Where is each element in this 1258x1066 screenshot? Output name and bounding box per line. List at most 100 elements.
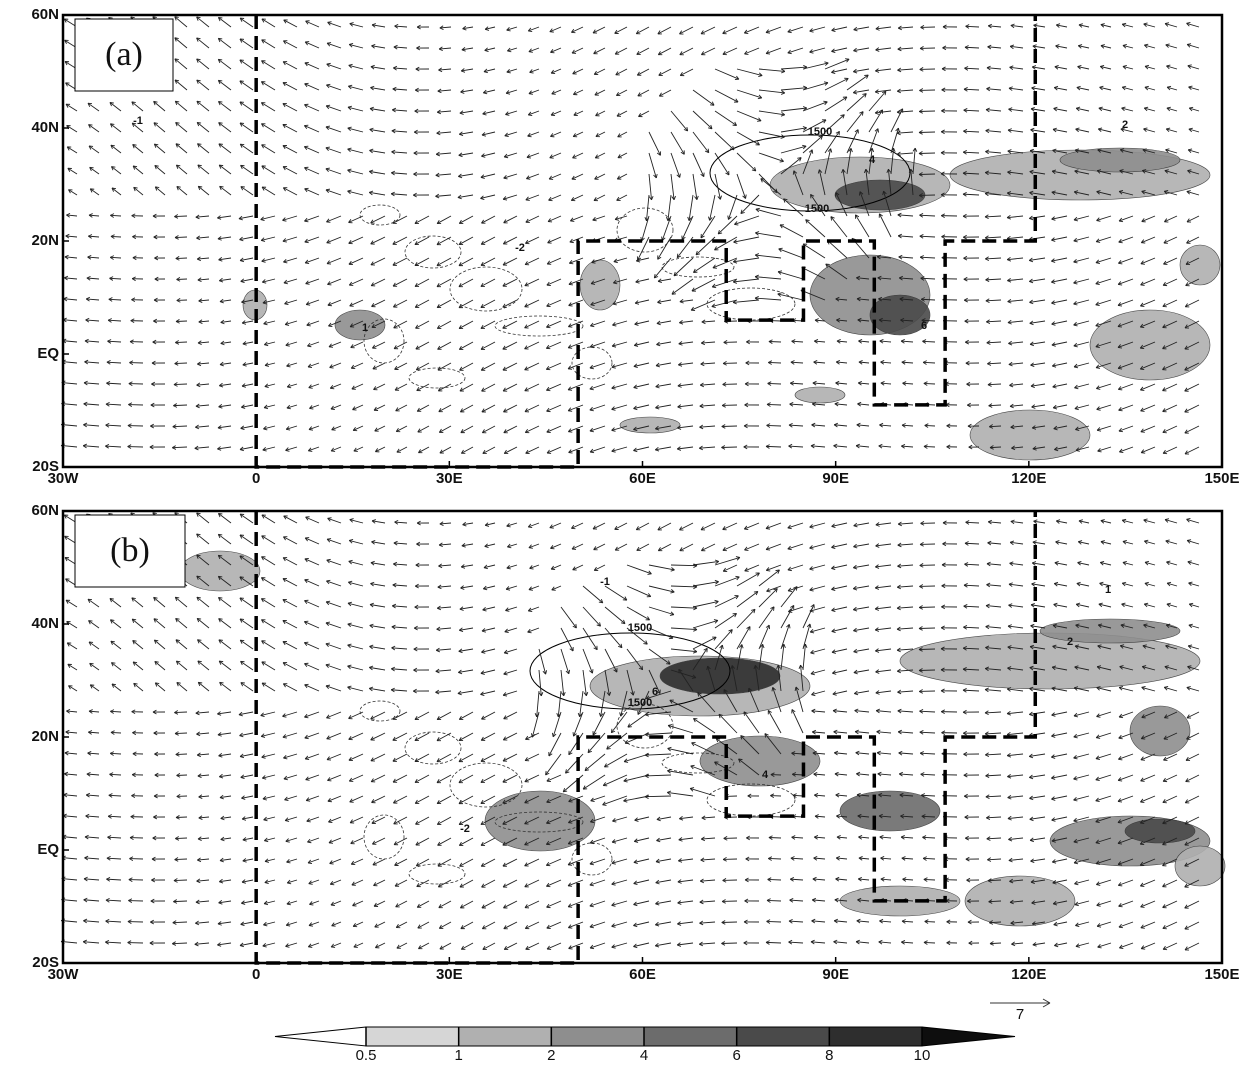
wind-vector: [767, 900, 781, 901]
x-tick-label: 90E: [822, 966, 849, 983]
colorbar-label: 1: [454, 1047, 462, 1064]
precip-shade: [620, 417, 680, 433]
precip-shade: [1060, 148, 1180, 172]
colorbar-under: [275, 1027, 366, 1046]
wind-vector: [767, 425, 781, 426]
y-tick-label: 20S: [32, 954, 59, 971]
contour-label: 6: [921, 320, 927, 332]
precip-shade: [900, 633, 1200, 689]
precip-shade: [1175, 846, 1225, 886]
precip-shade: [1040, 619, 1180, 643]
y-tick-label: 20S: [32, 458, 59, 475]
wind-vector: [768, 879, 781, 880]
y-tick-label: 20N: [31, 728, 59, 745]
contour-label: 1500: [808, 126, 832, 138]
wind-vector: [175, 363, 187, 364]
x-tick-label: 120E: [1011, 470, 1046, 487]
contour-label: 1: [1105, 584, 1111, 596]
x-tick-label: 30E: [436, 470, 463, 487]
wind-vector: [766, 942, 781, 943]
y-tick-label: 40N: [31, 615, 59, 632]
colorbar-bin: [366, 1027, 459, 1046]
plot-area: [63, 15, 1222, 467]
wind-vector: [176, 817, 187, 818]
panel-label: (a): [105, 36, 143, 73]
contour-label: -2: [515, 242, 525, 254]
wind-vector: [173, 405, 187, 406]
precip-shade: [1125, 819, 1195, 843]
colorbar-label: 4: [640, 1047, 648, 1064]
x-tick-label: 0: [252, 966, 260, 983]
wind-vector: [175, 342, 187, 343]
contour-label: 6: [652, 686, 658, 698]
x-tick-label: 150E: [1204, 966, 1239, 983]
contour-label: 4: [762, 769, 769, 781]
contour-label: -2: [460, 823, 470, 835]
wind-vector: [176, 258, 187, 259]
colorbar-bin: [644, 1027, 737, 1046]
x-tick-label: 60E: [629, 470, 656, 487]
wind-vector: [767, 921, 781, 922]
colorbar-bin: [551, 1027, 644, 1046]
wind-vector: [767, 404, 781, 405]
precip-shade: [660, 658, 780, 694]
wind-vector: [768, 362, 781, 363]
reference-vector-label: 7: [1016, 1006, 1024, 1023]
y-tick-label: 40N: [31, 119, 59, 136]
precip-shade: [1130, 706, 1190, 756]
contour-label: -1: [133, 115, 143, 127]
precip-shade: [970, 410, 1090, 460]
panel-label: (b): [110, 532, 150, 569]
wind-vector: [174, 712, 187, 713]
precip-shade: [835, 180, 925, 210]
map-panel: 15001500264-21-1(b)30W030E60E90E120E150E…: [31, 502, 1239, 983]
wind-vector: [766, 446, 781, 447]
wind-vector: [175, 237, 187, 238]
wind-vector: [768, 383, 781, 384]
wind-vector: [175, 838, 187, 839]
precip-shade: [840, 791, 940, 831]
wind-vector: [721, 447, 737, 448]
contour-label: -1: [600, 576, 610, 588]
wind-vector: [174, 384, 187, 385]
contour-label: 4: [869, 154, 876, 166]
x-tick-label: 30E: [436, 966, 463, 983]
contour-label: 1500: [628, 697, 652, 709]
wind-vector: [175, 859, 187, 860]
x-tick-label: 150E: [1204, 470, 1239, 487]
x-tick-label: 60E: [629, 966, 656, 983]
map-panel: 15001500-1-22461(a)30W030E60E90E120E150E…: [31, 6, 1239, 487]
colorbar-label: 2: [547, 1047, 555, 1064]
contour-label: 2: [1067, 636, 1073, 648]
y-tick-label: 20N: [31, 232, 59, 249]
wind-vector: [768, 858, 781, 859]
wind-vector: [176, 754, 187, 755]
colorbar-bin: [829, 1027, 922, 1046]
contour-label: 2: [1122, 119, 1128, 131]
y-tick-label: EQ: [37, 841, 59, 858]
y-tick-label: 60N: [31, 502, 59, 519]
colorbar-label: 8: [825, 1047, 833, 1064]
x-tick-label: 0: [252, 470, 260, 487]
y-tick-label: 60N: [31, 6, 59, 23]
wind-vector: [174, 880, 187, 881]
wind-vector: [173, 901, 187, 902]
colorbar-label: 6: [732, 1047, 740, 1064]
precip-shade: [795, 387, 845, 403]
precip-shade: [1180, 245, 1220, 285]
wind-vector: [176, 321, 187, 322]
colorbar-over: [922, 1027, 1015, 1046]
colorbar-label: 10: [914, 1047, 931, 1064]
colorbar-label: 0.5: [356, 1047, 377, 1064]
contour-label: 1500: [628, 622, 652, 634]
wind-vector: [175, 733, 187, 734]
contour-label: 1: [362, 322, 368, 334]
y-tick-label: EQ: [37, 345, 59, 362]
contour-label: 1500: [805, 203, 829, 215]
x-tick-label: 90E: [822, 470, 849, 487]
x-tick-label: 120E: [1011, 966, 1046, 983]
wind-vector: [721, 943, 737, 944]
wind-vector: [174, 216, 187, 217]
colorbar-bin: [737, 1027, 830, 1046]
